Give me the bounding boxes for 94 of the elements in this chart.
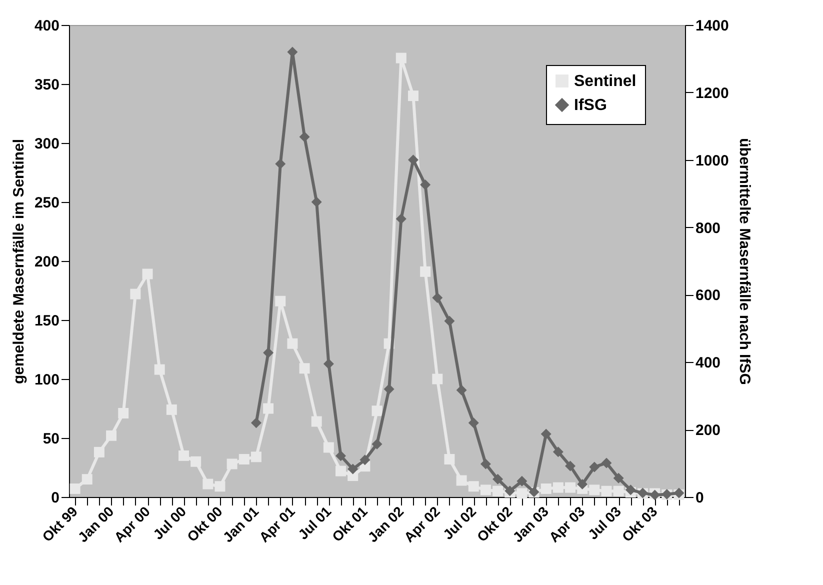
x-tick-label: Jul 01	[294, 502, 334, 543]
point	[492, 486, 504, 496]
point	[540, 483, 552, 494]
y-tick-label: 0	[51, 490, 60, 506]
point	[432, 374, 443, 384]
point	[613, 486, 624, 496]
y2-tick-label: 1200	[696, 84, 729, 102]
point	[516, 476, 528, 486]
point	[106, 430, 117, 441]
point	[263, 347, 274, 358]
point	[613, 472, 624, 484]
y-tick-label: 150	[34, 312, 60, 330]
point	[336, 450, 346, 462]
point	[480, 458, 491, 470]
y2-tick-label: 400	[696, 354, 721, 372]
legend-label: Sentinel	[574, 73, 636, 90]
point	[372, 438, 382, 450]
point	[372, 406, 382, 416]
point	[492, 474, 504, 484]
point	[601, 458, 612, 468]
y-tick-label: 350	[34, 76, 60, 94]
point	[299, 363, 310, 374]
point	[94, 446, 104, 458]
y-tick-label: 250	[34, 194, 60, 212]
point	[323, 358, 334, 370]
point	[456, 384, 467, 396]
point	[360, 454, 370, 466]
point	[396, 52, 406, 64]
point	[601, 486, 612, 496]
point	[565, 482, 576, 493]
point	[384, 384, 394, 394]
y-tick-label: 100	[34, 372, 60, 388]
y2-tick-label: 200	[696, 422, 721, 440]
y2-tick-label: 1400	[696, 18, 729, 34]
point	[565, 460, 576, 472]
x-tick-label: Jul 03	[584, 502, 624, 543]
point	[456, 475, 467, 486]
point	[432, 292, 443, 303]
y-tick-label: 300	[34, 136, 60, 152]
point	[118, 408, 129, 418]
point	[275, 296, 286, 306]
point	[311, 416, 322, 427]
point	[540, 428, 552, 440]
y-tick-label: 200	[34, 254, 60, 270]
point	[226, 458, 238, 470]
x-tick-label: Jul 02	[440, 502, 480, 543]
point	[250, 418, 262, 428]
point	[70, 483, 80, 494]
point	[202, 478, 214, 490]
point	[577, 478, 588, 490]
point	[408, 154, 418, 166]
point	[625, 484, 636, 496]
point	[408, 90, 418, 102]
point	[323, 442, 334, 453]
point	[178, 450, 189, 461]
point	[263, 403, 274, 414]
point	[287, 338, 298, 349]
point	[166, 404, 177, 415]
point	[516, 488, 528, 499]
y-axis-title: gemeldete Masernfälle im Sentinel	[10, 138, 28, 384]
point	[552, 446, 564, 458]
y-tick-label: 400	[34, 18, 60, 34]
point	[420, 180, 431, 190]
y2-tick-label: 1000	[696, 152, 729, 170]
point	[190, 456, 202, 467]
point	[468, 418, 479, 428]
point	[82, 474, 92, 485]
point	[154, 364, 165, 375]
point	[299, 132, 310, 142]
point	[589, 462, 600, 472]
legend-label: IfSG	[574, 97, 607, 114]
point	[214, 481, 226, 492]
y-tick-label: 50	[42, 430, 60, 448]
point	[238, 454, 250, 464]
point	[348, 464, 358, 474]
x-tick-label: Jul 00	[150, 502, 190, 543]
y2-tick-label: 600	[696, 287, 721, 304]
point	[336, 466, 346, 476]
point	[589, 484, 600, 496]
point	[396, 214, 406, 224]
point	[142, 268, 153, 280]
point	[444, 454, 455, 464]
point	[480, 484, 491, 496]
point	[420, 266, 431, 277]
point	[250, 452, 262, 462]
point	[130, 288, 141, 300]
y2-tick-label: 0	[696, 490, 704, 506]
y2-tick-label: 800	[696, 220, 721, 237]
point	[275, 158, 286, 170]
point	[468, 481, 479, 492]
point	[552, 482, 564, 493]
point	[311, 196, 322, 208]
y2-axis-title: übermittelte Masernfälle nach IfSG	[736, 138, 753, 385]
point	[444, 316, 455, 326]
